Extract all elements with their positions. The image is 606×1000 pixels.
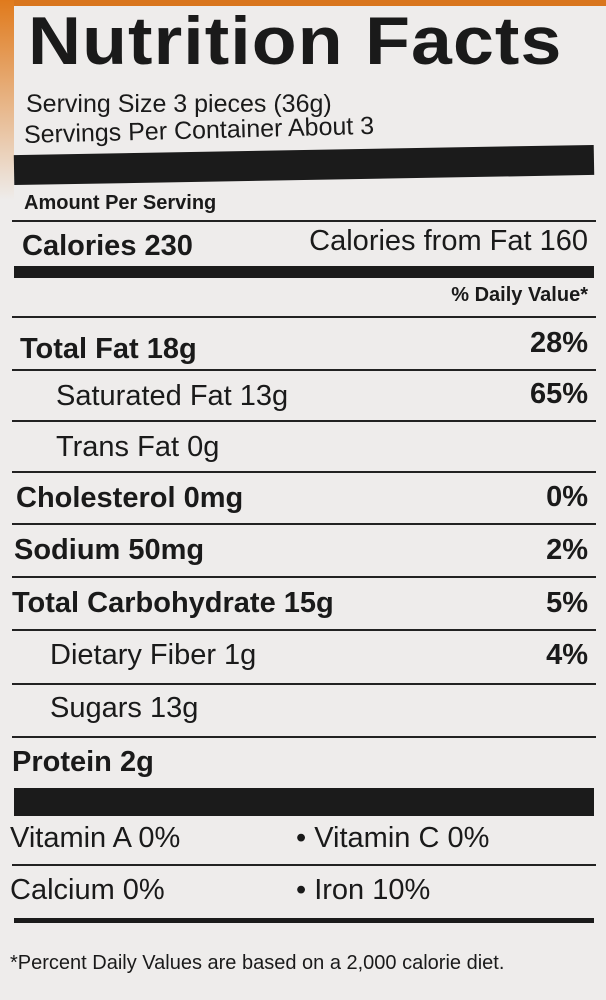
- footnote: *Percent Daily Values are based on a 2,0…: [10, 952, 505, 974]
- vitamin-c: • Vitamin C 0%: [296, 822, 490, 854]
- thick-divider: [14, 266, 594, 278]
- serving-size: Serving Size 3 pieces (36g): [26, 90, 332, 118]
- protein-label: Protein 2g: [12, 746, 154, 778]
- divider: [14, 918, 594, 923]
- total-fat-dv: 28%: [529, 327, 588, 359]
- total-fat-label: Total Fat 18g: [20, 333, 197, 365]
- divider: [12, 736, 596, 738]
- sugars-label: Sugars 13g: [50, 692, 199, 724]
- dietary-fiber-dv: 4%: [546, 639, 588, 671]
- divider: [12, 420, 596, 422]
- cholesterol-label: Cholesterol 0mg: [16, 482, 244, 514]
- divider: [12, 316, 596, 318]
- dietary-fiber-label: Dietary Fiber 1g: [50, 639, 257, 671]
- divider: [12, 471, 596, 473]
- calcium: Calcium 0%: [10, 874, 165, 906]
- thick-divider: [14, 788, 594, 816]
- divider: [12, 576, 596, 578]
- vitamin-a: Vitamin A 0%: [10, 822, 181, 854]
- iron: • Iron 10%: [296, 874, 431, 906]
- cholesterol-dv: 0%: [546, 481, 588, 513]
- label-title: Nutrition Facts: [28, 3, 563, 79]
- package-edge-side: [0, 0, 14, 200]
- package-edge: [0, 0, 606, 6]
- divider: [12, 523, 596, 525]
- saturated-fat-dv: 65%: [529, 378, 588, 410]
- thick-divider: [13, 144, 595, 186]
- amount-per-serving: Amount Per Serving: [24, 192, 217, 214]
- trans-fat-label: Trans Fat 0g: [56, 431, 220, 463]
- divider: [12, 369, 596, 371]
- daily-value-header: % Daily Value*: [451, 284, 588, 306]
- divider: [12, 683, 596, 685]
- total-carbohydrate-label: Total Carbohydrate 15g: [12, 587, 334, 619]
- sodium-label: Sodium 50mg: [14, 534, 205, 566]
- calories: Calories 230: [22, 230, 193, 262]
- saturated-fat-label: Saturated Fat 13g: [56, 380, 289, 412]
- calories-from-fat: Calories from Fat 160: [309, 225, 588, 257]
- sodium-dv: 2%: [546, 534, 588, 566]
- total-carbohydrate-dv: 5%: [546, 587, 588, 619]
- divider: [12, 864, 596, 866]
- divider: [12, 629, 596, 631]
- divider: [12, 220, 596, 222]
